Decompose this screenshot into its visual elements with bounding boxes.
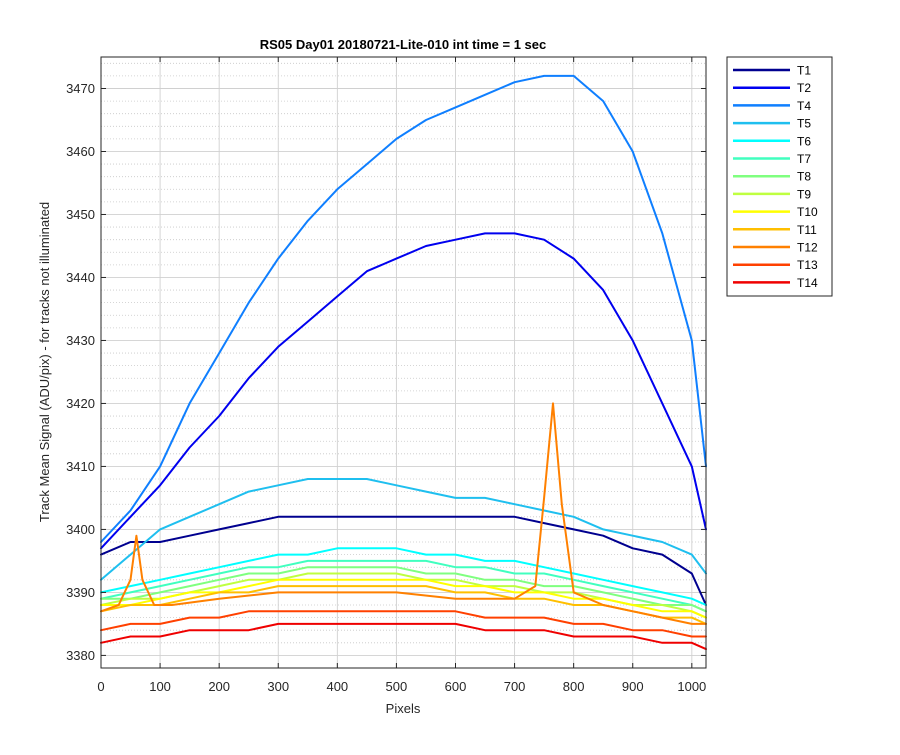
x-tick-label: 800 [563, 679, 585, 694]
series-line-t12 [100, 402, 707, 625]
y-tick-label: 3400 [66, 522, 95, 537]
series-line-t10 [100, 578, 707, 619]
legend-label-t9: T9 [797, 187, 811, 201]
x-tick-label: 400 [326, 679, 348, 694]
axis-ticks: 0 100 200 300 400 500 600 700 800 900 1000 3380 3390… [66, 57, 706, 694]
legend-label-t8: T8 [797, 170, 811, 184]
series-line-t4 [100, 74, 707, 543]
chart-title: RS05 Day01 20180721-Lite-010 int time = … [260, 37, 547, 52]
plot-frame [100, 56, 707, 669]
y-tick-label: 3410 [66, 459, 95, 474]
x-tick-label: 700 [504, 679, 526, 694]
series-line-t5 [100, 478, 707, 581]
x-tick-label: 200 [208, 679, 230, 694]
series-line-t6 [100, 547, 707, 606]
legend-label-t13: T13 [797, 258, 818, 272]
y-tick-label: 3470 [66, 81, 95, 96]
x-tick-label: 100 [149, 679, 171, 694]
legend-label-t2: T2 [797, 81, 811, 95]
series-line-t7 [100, 559, 707, 613]
legend-label-t10: T10 [797, 205, 818, 219]
series-line-t13 [100, 610, 707, 638]
legend: T1 T2 T4 T5 T6 T7 T8 T9 T10 T11 T12 T13 T14 [726, 56, 833, 297]
x-axis-label: Pixels [386, 701, 421, 716]
series-line-t14 [100, 622, 707, 651]
x-tick-label: 500 [386, 679, 408, 694]
legend-label-t6: T6 [797, 134, 811, 148]
x-tick-label: 900 [622, 679, 644, 694]
x-tick-label: 300 [267, 679, 289, 694]
y-tick-label: 3430 [66, 333, 95, 348]
legend-label-t5: T5 [797, 117, 811, 131]
series-layer [100, 74, 707, 651]
series-line-t8 [100, 566, 707, 613]
x-tick-label: 600 [445, 679, 467, 694]
legend-label-t4: T4 [797, 99, 811, 113]
legend-label-t14: T14 [797, 276, 818, 290]
legend-label-t12: T12 [797, 241, 818, 255]
y-axis-label: Track Mean Signal (ADU/pix) - for tracks… [37, 202, 52, 522]
x-tick-label: 0 [97, 679, 104, 694]
legend-label-t1: T1 [797, 64, 811, 78]
y-tick-label: 3450 [66, 207, 95, 222]
y-tick-label: 3440 [66, 270, 95, 285]
legend-label-t7: T7 [797, 152, 811, 166]
y-tick-label: 3460 [66, 144, 95, 159]
series-line-t2 [100, 232, 707, 550]
x-tick-label: 1000 [677, 679, 706, 694]
y-tick-label: 3380 [66, 648, 95, 663]
y-tick-label: 3420 [66, 396, 95, 411]
plot-area [101, 57, 706, 668]
y-tick-label: 3390 [66, 585, 95, 600]
series-line-t1 [100, 515, 707, 606]
legend-label-t11: T11 [797, 223, 817, 237]
